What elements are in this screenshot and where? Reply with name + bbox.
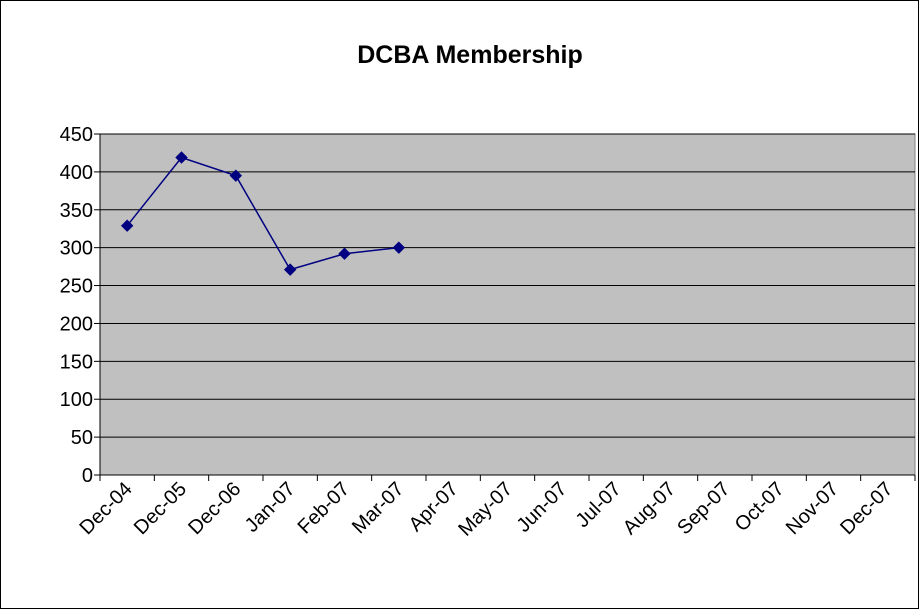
y-tick-label: 300 [60, 238, 93, 260]
x-tick-label: Jul-07 [572, 478, 626, 532]
x-tick-label: Oct-07 [731, 478, 789, 536]
y-tick-label: 450 [60, 124, 93, 146]
x-tick-label: Mar-07 [348, 478, 408, 538]
x-tick-label: Feb-07 [294, 478, 354, 538]
x-tick-label: Jan-07 [241, 478, 300, 537]
y-tick-label: 350 [60, 200, 93, 222]
y-tick-label: 200 [60, 313, 93, 335]
y-tick-labels: 0 50 100 150 200 250 300 350 400 450 [60, 124, 93, 487]
y-tick-label: 250 [60, 276, 93, 298]
x-tick-label: Dec-04 [76, 478, 137, 539]
x-tick-label: Apr-07 [405, 478, 463, 536]
x-tick-label: Aug-07 [619, 478, 680, 539]
y-tick-label: 0 [82, 465, 93, 487]
x-tick-label: Dec-06 [184, 478, 245, 539]
plot-area [100, 134, 915, 475]
y-tick-label: 50 [71, 427, 93, 449]
x-tick-labels: Dec-04Dec-05Dec-06Jan-07Feb-07Mar-07Apr-… [76, 478, 898, 541]
x-tick-label: Sep-07 [673, 478, 734, 539]
y-tick-label: 100 [60, 389, 93, 411]
chart-title: DCBA Membership [357, 41, 583, 69]
y-tick-label: 400 [60, 162, 93, 184]
x-tick-label: Dec-07 [836, 478, 897, 539]
y-tick-label: 150 [60, 351, 93, 373]
x-tick-label: Dec-05 [130, 478, 191, 539]
x-tick-label: May-07 [454, 478, 517, 541]
x-tick-label: Nov-07 [782, 478, 843, 539]
x-tick-label: Jun-07 [513, 478, 572, 537]
